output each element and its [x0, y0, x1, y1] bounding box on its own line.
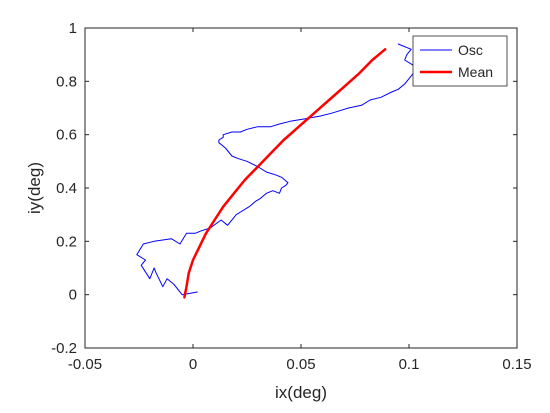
legend-label-mean: Mean: [458, 64, 493, 80]
y-tick-label: 0.6: [56, 127, 77, 144]
y-tick-label: -0.2: [51, 340, 77, 357]
legend-label-osc: Osc: [458, 42, 483, 58]
y-tick-label: 0: [69, 287, 77, 304]
legend-box: [412, 35, 508, 87]
y-tick-label: 0.8: [56, 73, 77, 90]
x-axis-label: ix(deg): [275, 383, 327, 402]
series-layer: [136, 43, 419, 299]
y-tick-label: 0.2: [56, 233, 77, 250]
series-line-mean: [183, 48, 387, 299]
y-tick-label: 1: [69, 20, 77, 37]
x-tick-label: 0.15: [502, 356, 531, 373]
y-tick-label: 0.4: [56, 180, 77, 197]
ticks-layer: [84, 27, 518, 349]
legend: Osc Mean: [412, 35, 508, 87]
x-tick-label: 0: [189, 356, 197, 373]
x-tick-label: 0.1: [399, 356, 420, 373]
x-tick-label: -0.05: [68, 356, 102, 373]
x-tick-label: 0.05: [286, 356, 315, 373]
tick-labels-layer: -0.05 0 0.05 0.1 0.15 -0.2 0 0.2 0.4 0.6 0.8 1: [51, 20, 531, 373]
y-axis-label: iy(deg): [25, 162, 44, 214]
series-line-osc: [136, 43, 419, 296]
